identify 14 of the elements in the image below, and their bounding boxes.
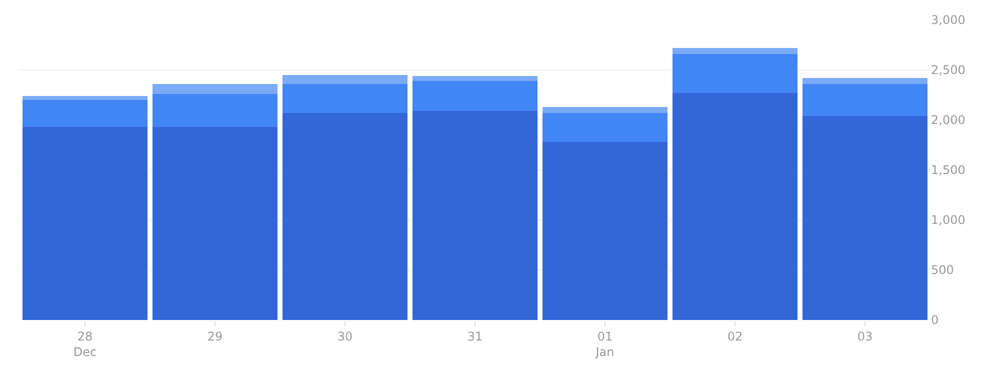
y-tick-label: 2,500 [931,63,966,78]
x-tick-label: 28 Dec [73,329,97,359]
x-tick-label: 03 [857,329,873,344]
x-tick-label: 30 [337,329,353,344]
x-tick-label: 31 [467,329,483,344]
x-tick-label: 02 [727,329,743,344]
y-tick-label: 3,000 [931,13,966,28]
y-tick-label: 500 [931,263,954,278]
y-tick-label: 0 [931,313,939,328]
x-tick-label: 29 [207,329,223,344]
x-tick-label: 01 Jan [594,329,614,359]
y-tick-label: 1,000 [931,213,966,228]
y-tick-label: 1,500 [931,163,966,178]
y-tick-label: 2,000 [931,113,966,128]
